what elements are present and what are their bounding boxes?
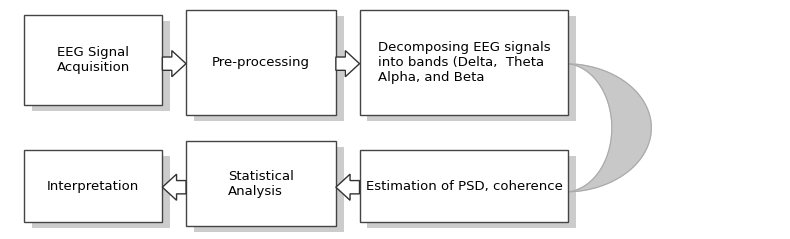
FancyBboxPatch shape [359,10,569,115]
FancyBboxPatch shape [186,141,336,226]
Text: Interpretation: Interpretation [47,179,140,193]
Text: Statistical
Analysis: Statistical Analysis [228,170,294,198]
FancyBboxPatch shape [32,21,171,111]
FancyBboxPatch shape [194,147,344,232]
Text: Decomposing EEG signals
into bands (Delta,  Theta
Alpha, and Beta: Decomposing EEG signals into bands (Delt… [378,41,551,84]
FancyBboxPatch shape [194,16,344,121]
FancyBboxPatch shape [32,156,171,228]
Text: Pre-processing: Pre-processing [212,56,310,69]
Polygon shape [336,51,359,77]
FancyBboxPatch shape [359,150,569,222]
Polygon shape [163,174,186,200]
FancyBboxPatch shape [367,156,577,228]
Polygon shape [336,174,359,200]
FancyBboxPatch shape [24,150,163,222]
Polygon shape [529,64,651,203]
Text: EEG Signal
Acquisition: EEG Signal Acquisition [57,46,130,74]
FancyBboxPatch shape [186,10,336,115]
FancyBboxPatch shape [24,15,163,105]
FancyBboxPatch shape [367,16,577,121]
Polygon shape [163,51,186,77]
Text: Estimation of PSD, coherence: Estimation of PSD, coherence [366,179,562,193]
